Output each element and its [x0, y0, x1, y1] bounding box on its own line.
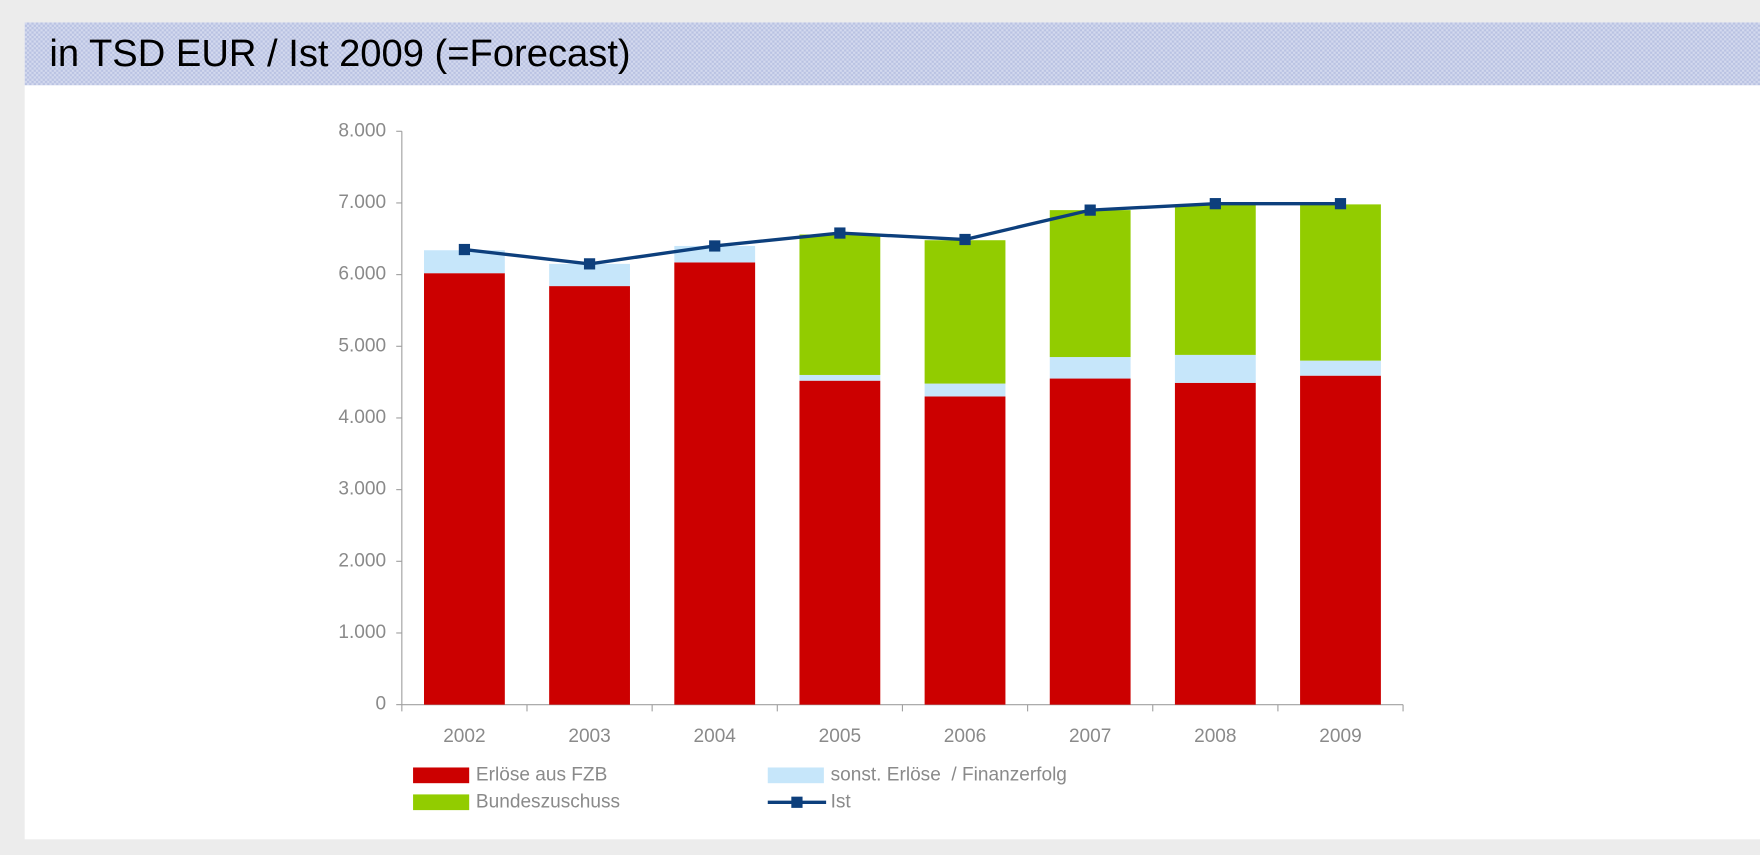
- plot: 0 1.000 2.000 3.000 4.000 5.000 6.000 7.000 8.00…: [338, 120, 1404, 812]
- legend-swatch: [767, 767, 824, 784]
- panel: [24, 22, 1760, 840]
- legend-swatch: [413, 767, 470, 784]
- legend-label: sonst. Erlöse / Finanzerfolg: [831, 764, 1067, 785]
- bar-segment: [674, 262, 756, 705]
- line-marker: [834, 227, 846, 239]
- y-tick-label: 6.000: [338, 264, 386, 285]
- legend-label: Ist: [831, 791, 852, 812]
- legend-label: Erlöse aus FZB: [476, 764, 607, 785]
- bar-segment: [1049, 210, 1131, 358]
- y-tick-label: 8.000: [338, 120, 386, 141]
- line-marker: [709, 240, 721, 252]
- y-tick-label: 3.000: [338, 479, 386, 500]
- bar-segment: [1174, 382, 1256, 705]
- x-tick-label: 2005: [819, 726, 861, 747]
- x-tick-label: 2009: [1319, 726, 1361, 747]
- x-tick-label: 2003: [568, 726, 610, 747]
- bar-segment: [924, 383, 1006, 397]
- bar-segment: [424, 250, 505, 274]
- y-tick-label: 7.000: [338, 192, 386, 213]
- chart-title: in TSD EUR / Ist 2009 (=Forecast): [49, 32, 630, 75]
- x-tick-label: 2006: [944, 726, 986, 747]
- x-tick-label: 2004: [694, 726, 737, 747]
- legend-label: Bundeszuschuss: [476, 791, 620, 812]
- x-tick-label: 2008: [1194, 726, 1236, 747]
- line-marker: [1084, 204, 1096, 216]
- line-marker: [583, 258, 596, 270]
- bar-segment: [799, 380, 881, 705]
- bar-segment: [1300, 204, 1381, 361]
- y-tick-label: 0: [376, 694, 387, 715]
- line-marker: [1334, 198, 1347, 210]
- bar-segment: [1049, 378, 1131, 705]
- line-marker: [959, 233, 971, 246]
- y-tick-label: 1.000: [338, 622, 386, 643]
- bar-segment: [924, 396, 1006, 705]
- legend-marker: [791, 796, 803, 808]
- x-tick-label: 2002: [443, 726, 485, 747]
- legend-swatch: [413, 794, 470, 811]
- header-band: [24, 22, 1760, 86]
- bar-segment: [1300, 360, 1381, 376]
- y-tick-label: 2.000: [338, 550, 386, 571]
- bar-segment: [424, 273, 505, 705]
- line-marker: [1209, 198, 1221, 210]
- x-tick-label: 2007: [1069, 726, 1111, 747]
- bar-segment: [1174, 204, 1256, 355]
- bar-segment: [1174, 354, 1256, 383]
- line: [464, 201, 1341, 266]
- y-tick-label: 5.000: [338, 335, 386, 356]
- bar-segment: [549, 286, 630, 705]
- bar-segment: [1049, 357, 1131, 379]
- line-marker: [458, 243, 471, 256]
- bar-segment: [549, 263, 630, 287]
- bar-segment: [799, 374, 881, 381]
- bar-segment: [924, 240, 1006, 384]
- bar-segment: [1300, 375, 1381, 705]
- bar-segment: [799, 234, 881, 375]
- y-tick-label: 4.000: [338, 407, 386, 428]
